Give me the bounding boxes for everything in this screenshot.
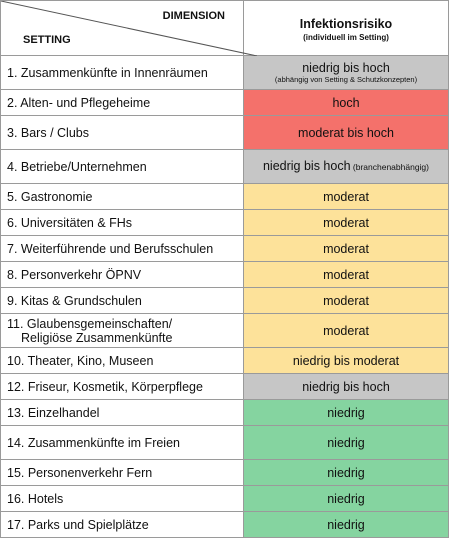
table-row: 2. Alten- und Pflegeheime hoch (0, 89, 449, 116)
setting-cell: 16. Hotels (0, 485, 244, 512)
setting-cell: 6. Universitäten & FHs (0, 209, 244, 236)
setting-name: 8. Personverkehr ÖPNV (7, 267, 142, 282)
setting-cell: 4. Betriebe/Unternehmen (0, 149, 244, 184)
risk-cell: niedrig (243, 485, 449, 512)
setting-cell: 14. Zusammenkünfte im Freien (0, 425, 244, 460)
table-row: 1. Zusammenkünfte in Innenräumen niedrig … (0, 55, 449, 90)
risk-column-subtitle: (individuell im Setting) (303, 33, 389, 42)
table-row: 8. Personverkehr ÖPNV moderat (0, 261, 449, 288)
diagonal-divider (1, 1, 257, 56)
setting-name: 6. Universitäten & FHs (7, 215, 133, 230)
risk-cell: moderat (243, 287, 449, 314)
setting-cell: 11. Glaubensgemeinschaften/Religiöse Zus… (0, 313, 244, 348)
setting-name: 7. Weiterführende und Berufsschulen (7, 241, 214, 256)
table-row: 15. Personenverkehr Fern niedrig (0, 459, 449, 486)
risk-level: hoch (332, 95, 360, 110)
setting-cell: 10. Theater, Kino, Museen (0, 347, 244, 374)
setting-cell: 3. Bars / Clubs (0, 115, 244, 150)
risk-cell: niedrig (243, 399, 449, 426)
risk-cell: moderat (243, 209, 449, 236)
risk-cell: moderat (243, 235, 449, 262)
setting-name: 15. Personenverkehr Fern (7, 465, 153, 480)
risk-cell: niedrig (243, 511, 449, 538)
setting-cell: 8. Personverkehr ÖPNV (0, 261, 244, 288)
risk-level: niedrig bis hoch (302, 379, 390, 394)
table-row: 5. Gastronomie moderat (0, 183, 449, 210)
risk-cell: moderat (243, 183, 449, 210)
setting-name: 3. Bars / Clubs (7, 125, 89, 140)
risk-level: niedrig (327, 435, 365, 450)
table-row: 17. Parks und Spielplätze niedrig (0, 511, 449, 538)
table-row: 11. Glaubensgemeinschaften/Religiöse Zus… (0, 313, 449, 348)
risk-note: (branchenabhängig) (350, 162, 429, 172)
risk-cell: niedrig bis hoch (branchenabhängig) (243, 149, 449, 184)
table-row: 16. Hotels niedrig (0, 485, 449, 512)
risk-level: moderat bis hoch (298, 125, 394, 140)
setting-label: SETTING (23, 34, 71, 46)
risk-level: moderat (323, 323, 369, 338)
table-header-row: DIMENSION SETTING Infektionsrisiko (indi… (0, 0, 449, 56)
setting-cell: 17. Parks und Spielplätze (0, 511, 244, 538)
setting-name: 14. Zusammenkünfte im Freien (7, 435, 180, 450)
risk-level: niedrig bis moderat (292, 353, 400, 368)
setting-name: 13. Einzelhandel (7, 405, 100, 420)
table-row: 4. Betriebe/Unternehmen niedrig bis hoch … (0, 149, 449, 184)
risk-level: moderat (323, 293, 369, 308)
risk-level: moderat (323, 241, 369, 256)
risk-column-title: Infektionsrisiko (299, 17, 393, 31)
setting-cell: 9. Kitas & Grundschulen (0, 287, 244, 314)
setting-name: 4. Betriebe/Unternehmen (7, 159, 147, 174)
header-diagonal-cell: DIMENSION SETTING (0, 0, 257, 56)
setting-name: 12. Friseur, Kosmetik, Körperpflege (7, 379, 203, 394)
risk-level: niedrig (327, 465, 365, 480)
risk-cell: hoch (243, 89, 449, 116)
risk-level: moderat (323, 215, 369, 230)
risk-cell: niedrig (243, 425, 449, 460)
setting-cell: 13. Einzelhandel (0, 399, 244, 426)
risk-level: moderat (323, 267, 369, 282)
risk-level: niedrig (327, 405, 365, 420)
risk-cell: niedrig (243, 459, 449, 486)
risk-level: niedrig bis hoch (262, 159, 351, 173)
risk-level: niedrig (327, 517, 365, 532)
setting-name: 10. Theater, Kino, Museen (7, 353, 154, 368)
setting-name-line2: Religiöse Zusammenkünfte (21, 330, 173, 345)
table-row: 13. Einzelhandel niedrig (0, 399, 449, 426)
setting-cell: 2. Alten- und Pflegeheime (0, 89, 244, 116)
risk-cell: niedrig bis hoch (243, 373, 449, 400)
risk-level: moderat (323, 189, 369, 204)
dimension-label: DIMENSION (162, 10, 225, 22)
risk-cell: moderat bis hoch (243, 115, 449, 150)
risk-cell: niedrig bis moderat (243, 347, 449, 374)
risk-header-cell: Infektionsrisiko (individuell im Setting… (243, 0, 449, 56)
setting-name: 2. Alten- und Pflegeheime (7, 95, 151, 110)
setting-name: 11. Glaubensgemeinschaften/ (7, 316, 173, 331)
risk-level: niedrig (327, 491, 365, 506)
risk-cell: moderat (243, 261, 449, 288)
risk-note: (abhängig von Setting & Schutzkonzepten) (274, 75, 418, 84)
risk-level: niedrig bis hoch (302, 61, 390, 75)
setting-name: 5. Gastronomie (7, 189, 93, 204)
table-row: 7. Weiterführende und Berufsschulen moder… (0, 235, 449, 262)
risk-cell: moderat (243, 313, 449, 348)
setting-cell: 7. Weiterführende und Berufsschulen (0, 235, 244, 262)
table-row: 10. Theater, Kino, Museen niedrig bis mod… (0, 347, 449, 374)
setting-cell: 12. Friseur, Kosmetik, Körperpflege (0, 373, 244, 400)
table-row: 6. Universitäten & FHs moderat (0, 209, 449, 236)
setting-name: 1. Zusammenkünfte in Innenräumen (7, 65, 208, 80)
setting-name: 16. Hotels (7, 491, 64, 506)
table-row: 3. Bars / Clubs moderat bis hoch (0, 115, 449, 150)
setting-cell: 15. Personenverkehr Fern (0, 459, 244, 486)
table-row: 12. Friseur, Kosmetik, Körperpflege niedr… (0, 373, 449, 400)
table-row: 14. Zusammenkünfte im Freien niedrig (0, 425, 449, 460)
setting-cell: 5. Gastronomie (0, 183, 244, 210)
setting-name: 17. Parks und Spielplätze (7, 517, 149, 532)
table-row: 9. Kitas & Grundschulen moderat (0, 287, 449, 314)
setting-cell: 1. Zusammenkünfte in Innenräumen (0, 55, 244, 90)
risk-cell: niedrig bis hoch (abhängig von Setting & … (243, 55, 449, 90)
setting-name: 9. Kitas & Grundschulen (7, 293, 142, 308)
